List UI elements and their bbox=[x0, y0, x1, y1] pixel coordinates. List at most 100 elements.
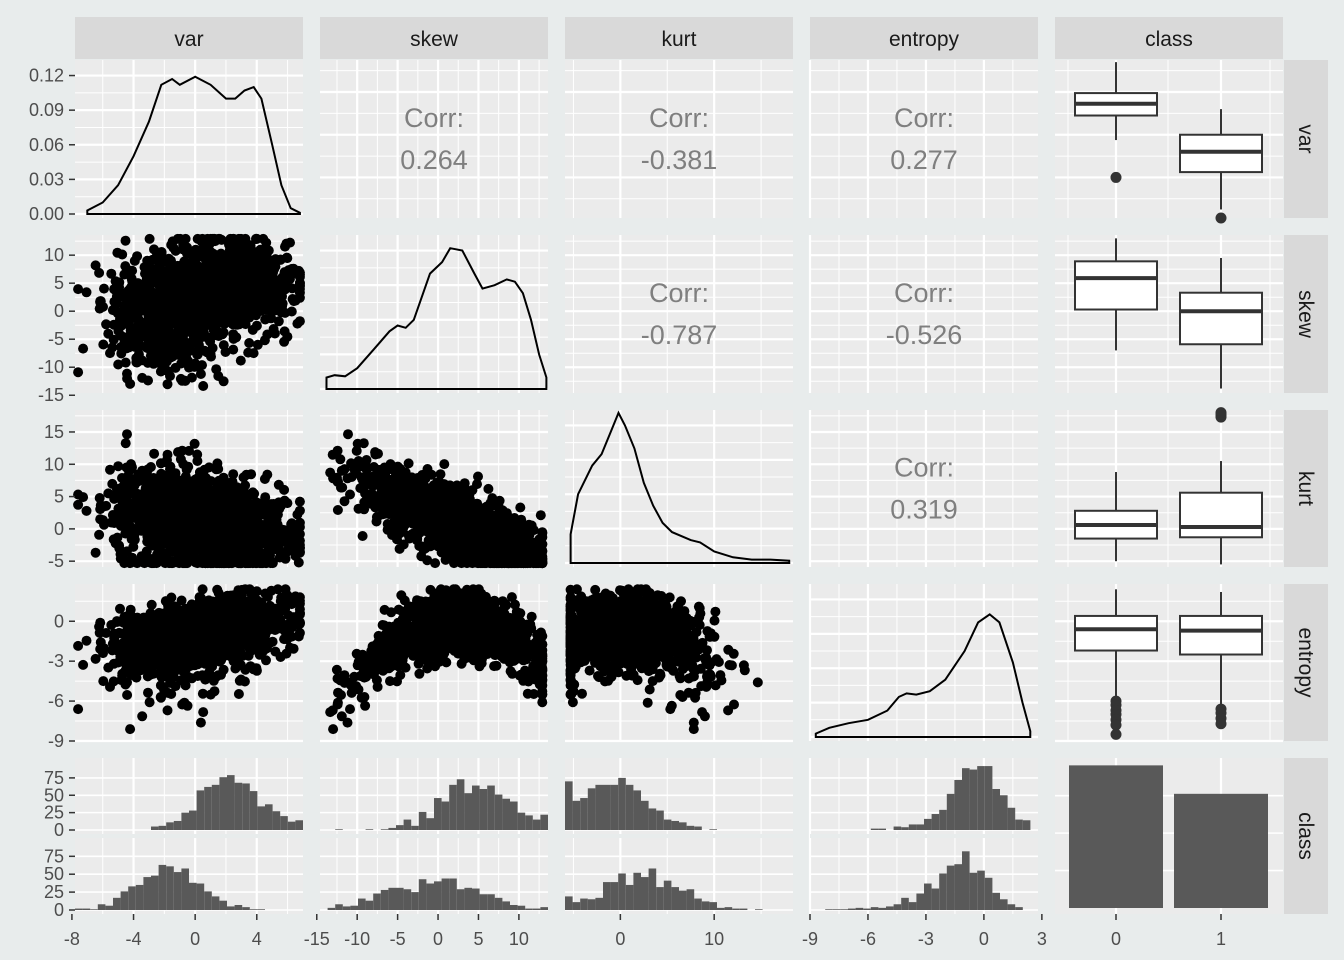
scatter-point bbox=[435, 469, 446, 480]
scatter-point bbox=[269, 305, 280, 316]
scatter-point bbox=[112, 532, 123, 543]
scatter-point bbox=[159, 534, 170, 545]
scatter-point bbox=[294, 287, 305, 298]
scatter-point bbox=[250, 307, 261, 318]
density-curve-skew bbox=[325, 247, 548, 390]
scatter-point bbox=[149, 266, 160, 277]
scatter-point bbox=[154, 315, 165, 326]
scatter-point bbox=[472, 479, 482, 490]
scatter-point bbox=[273, 479, 284, 490]
scatter-point bbox=[262, 469, 273, 480]
scatter-point bbox=[137, 513, 148, 524]
scatter-point bbox=[120, 235, 131, 246]
scatter-point bbox=[376, 475, 387, 486]
scatter-point bbox=[175, 454, 186, 465]
scatter-point bbox=[537, 546, 548, 557]
scatter-point bbox=[233, 276, 244, 287]
scatter-point bbox=[211, 364, 222, 375]
density-curve-var bbox=[86, 75, 301, 215]
scatter-point bbox=[135, 525, 146, 536]
scatter-point bbox=[232, 482, 242, 493]
scatter-point bbox=[143, 530, 154, 541]
scatter-point bbox=[213, 331, 224, 341]
scatter-point bbox=[223, 294, 233, 305]
scatter-point bbox=[327, 449, 338, 460]
scatter-point bbox=[205, 689, 216, 700]
scatter-point bbox=[206, 491, 217, 501]
scatter-point bbox=[183, 461, 194, 472]
scatter-point bbox=[184, 499, 195, 510]
scatter-point bbox=[228, 469, 239, 480]
scatter-point bbox=[192, 456, 203, 466]
scatter-point bbox=[251, 233, 261, 244]
scatter-point bbox=[234, 247, 245, 258]
scatter-point bbox=[439, 459, 450, 470]
scatter-point bbox=[510, 549, 521, 560]
scatter-point bbox=[180, 352, 191, 363]
scatter-point bbox=[373, 448, 383, 459]
scatter-point bbox=[260, 588, 271, 599]
scatter-point bbox=[445, 484, 456, 495]
scatter-point bbox=[213, 500, 224, 511]
scatter-point bbox=[132, 357, 142, 368]
scatter-point bbox=[153, 289, 164, 300]
scatter-point bbox=[419, 491, 430, 501]
scatter-point bbox=[207, 558, 218, 569]
scatter-point bbox=[119, 269, 130, 280]
scatter-skew-vs-var bbox=[73, 233, 305, 391]
scatter-point bbox=[137, 298, 148, 309]
scatter-point bbox=[170, 339, 181, 350]
scatter-point bbox=[244, 501, 255, 512]
box-class-1 bbox=[1179, 491, 1263, 539]
scatter-point bbox=[524, 546, 535, 557]
scatter-point bbox=[431, 508, 442, 519]
scatter-point bbox=[243, 347, 254, 358]
corr-label: Corr: bbox=[649, 103, 709, 133]
scatter-point bbox=[90, 547, 101, 558]
scatter-point bbox=[234, 287, 245, 298]
scatter-point bbox=[537, 556, 548, 567]
scatter-point bbox=[233, 689, 244, 699]
scatter-point bbox=[351, 468, 362, 479]
scatter-point bbox=[122, 429, 132, 440]
scatter-point bbox=[474, 503, 485, 514]
scatter-point bbox=[186, 318, 197, 329]
scatter-point bbox=[288, 296, 299, 307]
scatter-point bbox=[412, 533, 423, 544]
scatter-point bbox=[120, 438, 131, 449]
scatter-point bbox=[214, 233, 225, 244]
scatter-point bbox=[492, 548, 503, 559]
corr-value-skew-entropy: -0.526 bbox=[886, 320, 963, 350]
scatter-point bbox=[215, 548, 225, 559]
scatter-point bbox=[395, 510, 405, 521]
scatter-point bbox=[175, 373, 186, 384]
scatter-point bbox=[156, 248, 167, 259]
scatter-point bbox=[243, 244, 254, 255]
scatter-point bbox=[156, 328, 167, 339]
scatter-point bbox=[99, 283, 109, 294]
scatter-point bbox=[453, 514, 464, 525]
scatter-point bbox=[117, 331, 127, 342]
scatter-point bbox=[209, 523, 220, 534]
scatter-point bbox=[232, 303, 242, 314]
scatter-point bbox=[233, 558, 244, 569]
scatter-point bbox=[398, 523, 409, 534]
scatter-point bbox=[73, 367, 84, 378]
scatter-point bbox=[126, 534, 137, 545]
scatter-point bbox=[238, 472, 249, 483]
scatter-point bbox=[81, 505, 92, 516]
scatter-point bbox=[360, 457, 371, 468]
scatter-point bbox=[195, 369, 206, 379]
scatter-point bbox=[515, 502, 526, 513]
scatter-point bbox=[294, 496, 305, 507]
scatter-point bbox=[163, 269, 174, 280]
scatter-point bbox=[231, 527, 242, 538]
scatter-point bbox=[214, 475, 224, 486]
scatter-point bbox=[230, 547, 241, 558]
corr-label: Corr: bbox=[649, 278, 709, 308]
scatter-point bbox=[240, 544, 251, 555]
scatter-point bbox=[182, 510, 193, 521]
scatter-point bbox=[342, 473, 353, 484]
scatter-point bbox=[108, 334, 119, 345]
